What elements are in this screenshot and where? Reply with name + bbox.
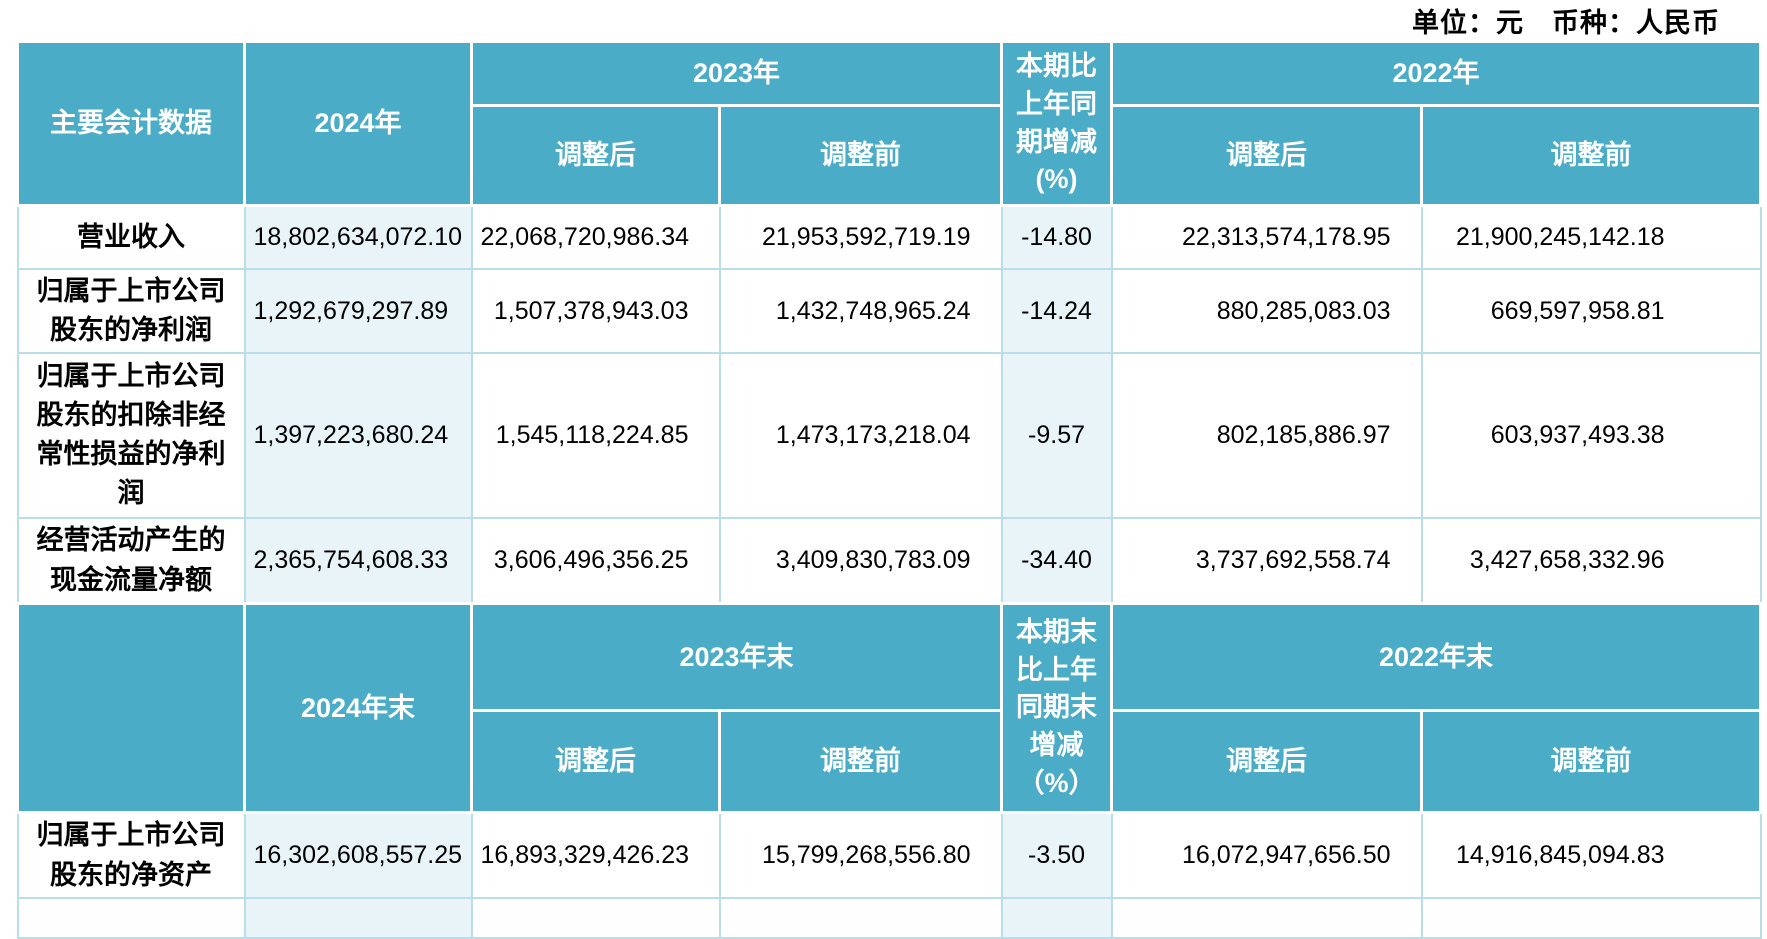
cell-2023-adj-after: 1,507,378,943.03 — [470, 267, 721, 354]
cell-2024: 1,397,223,680.24 — [243, 351, 473, 519]
cell-2023-adj-before: 1,473,173,218.04 — [718, 351, 1003, 519]
th-2023-adjusted-before: 调整前 — [717, 104, 1004, 207]
row-label: 经营活动产生的现金流量净额 — [16, 516, 246, 605]
cell-2023-adj-after: 1,545,118,224.85 — [470, 351, 721, 519]
th-2024-end: 2024年末 — [243, 602, 473, 815]
period-end-header-row-groups: 2024年末 2023年末 本期末 比上年 同期末 增减 （%） 2022年末 — [16, 602, 1763, 815]
row-label: 归属于上市公司股东的净资产 — [16, 811, 246, 899]
th-change-percent: 本期比 上年同 期增减 (%) — [1000, 40, 1114, 207]
th-2023-end-adjusted-before: 调整前 — [717, 709, 1004, 815]
partial-row-cell — [470, 896, 721, 939]
row-label: 归属于上市公司股东的扣除非经常性损益的净利润 — [16, 351, 246, 519]
cell-change-pct: -3.50 — [1000, 811, 1113, 899]
th-2023-adjusted-after: 调整后 — [470, 104, 721, 207]
annual-header-row-groups: 主要会计数据 2024年 2023年 本期比 上年同 期增减 (%) 2022年 — [16, 40, 1763, 207]
partial-row-cell — [1110, 896, 1423, 939]
partial-row-cell — [718, 896, 1003, 939]
cell-2022-adj-before: 14,916,845,094.83 — [1420, 811, 1762, 899]
cell-2022-adj-after: 880,285,083.03 — [1110, 267, 1423, 354]
corner-header-main-accounting-data: 主要会计数据 — [16, 40, 246, 207]
cell-change-pct: -14.24 — [1000, 267, 1113, 354]
table-row-operating-cash-flow: 经营活动产生的现金流量净额 2,365,754,608.33 3,606,496… — [16, 516, 1762, 605]
th-group-2022: 2022年 — [1110, 40, 1763, 107]
partial-row-cell — [243, 896, 473, 939]
table-row-deducted-net-profit: 归属于上市公司股东的扣除非经常性损益的净利润 1,397,223,680.24 … — [16, 351, 1762, 519]
cell-2023-adj-before: 15,799,268,556.80 — [718, 811, 1003, 899]
row-label: 归属于上市公司股东的净利润 — [16, 267, 246, 354]
cell-2022-adj-after: 3,737,692,558.74 — [1110, 516, 1423, 605]
cell-2023-adj-after: 22,068,720,986.34 — [470, 204, 721, 270]
cell-2022-adj-after: 16,072,947,656.50 — [1110, 811, 1423, 899]
table-row-partial — [16, 896, 1762, 939]
th-group-2023: 2023年 — [469, 40, 1004, 107]
cell-2023-adj-before: 1,432,748,965.24 — [718, 267, 1003, 354]
th-2022-adjusted-before: 调整前 — [1420, 104, 1763, 207]
cell-2022-adj-before: 669,597,958.81 — [1420, 267, 1762, 354]
cell-2024: 2,365,754,608.33 — [243, 516, 473, 605]
cell-2023-adj-after: 3,606,496,356.25 — [470, 516, 721, 605]
cell-change-pct: -34.40 — [1000, 516, 1113, 605]
th-2023-end-adjusted-after: 调整后 — [470, 709, 721, 815]
unit-currency-label: 单位：元 币种：人民币 — [1412, 7, 1720, 38]
row-label: 营业收入 — [16, 204, 246, 270]
cell-2023-adj-before: 21,953,592,719.19 — [718, 204, 1003, 270]
th-2022-adjusted-after: 调整后 — [1110, 104, 1424, 207]
cell-2022-adj-before: 3,427,658,332.96 — [1420, 516, 1762, 605]
cell-2022-adj-after: 802,185,886.97 — [1110, 351, 1423, 519]
partial-row-cell — [1000, 896, 1113, 939]
partial-row-cell — [16, 896, 246, 939]
cell-change-pct: -14.80 — [1000, 204, 1113, 270]
th-2022-end-adjusted-after: 调整后 — [1110, 709, 1424, 815]
th-group-2022-end: 2022年末 — [1110, 602, 1763, 713]
cell-2022-adj-before: 603,937,493.38 — [1420, 351, 1762, 519]
th-change-percent-end: 本期末 比上年 同期末 增减 （%） — [1000, 602, 1114, 815]
cell-2023-adj-before: 3,409,830,783.09 — [718, 516, 1003, 605]
cell-2024: 18,802,634,072.10 — [243, 204, 473, 270]
cell-2022-adj-after: 22,313,574,178.95 — [1110, 204, 1423, 270]
table-row-net-profit: 归属于上市公司股东的净利润 1,292,679,297.89 1,507,378… — [16, 267, 1762, 354]
cell-change-pct: -9.57 — [1000, 351, 1113, 519]
table-row-revenue: 营业收入 18,802,634,072.10 22,068,720,986.34… — [16, 204, 1762, 270]
th-2024: 2024年 — [243, 40, 473, 207]
th-group-2023-end: 2023年末 — [469, 602, 1004, 713]
period-end-header-row-sub: 调整后 调整前 调整后 调整前 — [18, 709, 1763, 815]
key-accounting-data-table: 主要会计数据 2024年 2023年 本期比 上年同 期增减 (%) 2022年… — [16, 40, 1763, 939]
cell-2022-adj-before: 21,900,245,142.18 — [1420, 204, 1762, 270]
cell-2023-adj-after: 16,893,329,426.23 — [470, 811, 721, 899]
cell-2024: 1,292,679,297.89 — [243, 267, 473, 354]
th-2022-end-adjusted-before: 调整前 — [1420, 709, 1763, 815]
blank-corner-cell — [16, 602, 246, 815]
partial-row-cell — [1420, 896, 1762, 939]
table-row-net-assets: 归属于上市公司股东的净资产 16,302,608,557.25 16,893,3… — [16, 811, 1762, 899]
annual-header-row-sub: 调整后 调整前 调整后 调整前 — [18, 104, 1763, 207]
cell-2024: 16,302,608,557.25 — [243, 811, 473, 899]
